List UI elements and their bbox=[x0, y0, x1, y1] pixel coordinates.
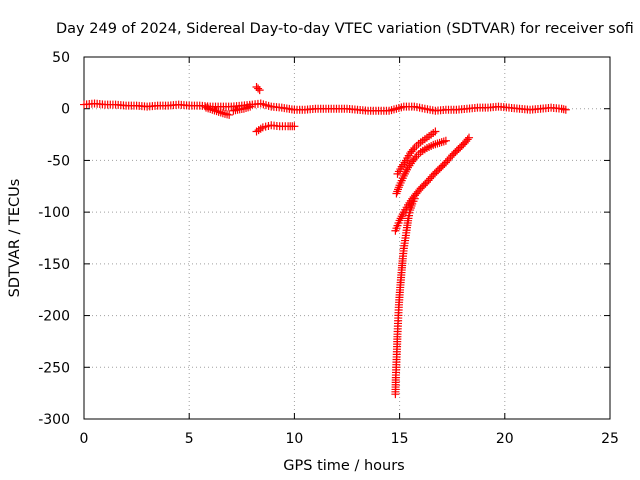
data-point bbox=[465, 133, 474, 142]
series-2 bbox=[229, 102, 255, 115]
data-point bbox=[435, 138, 444, 147]
x-tick-label: 25 bbox=[601, 431, 619, 447]
data-point bbox=[410, 194, 419, 203]
data-point bbox=[225, 110, 234, 119]
data-point bbox=[290, 122, 299, 131]
x-tick-label: 10 bbox=[285, 431, 303, 447]
series-4 bbox=[252, 121, 299, 136]
x-tick-label: 5 bbox=[185, 431, 194, 447]
data-point bbox=[441, 136, 450, 145]
data-point bbox=[246, 102, 255, 111]
data-point bbox=[431, 127, 440, 136]
x-axis-label: GPS time / hours bbox=[283, 458, 404, 474]
series-5 bbox=[393, 127, 440, 178]
data-point bbox=[254, 84, 263, 93]
series-7 bbox=[391, 133, 474, 235]
y-tick-label: 0 bbox=[61, 102, 70, 118]
data-point bbox=[561, 105, 570, 114]
series-6 bbox=[392, 136, 450, 198]
y-tick-label: -150 bbox=[38, 257, 70, 273]
series-3 bbox=[252, 82, 264, 95]
series-1 bbox=[202, 103, 234, 119]
data-point bbox=[463, 135, 472, 144]
x-tick-label: 0 bbox=[80, 431, 89, 447]
data-point bbox=[437, 138, 446, 147]
data-point bbox=[202, 103, 211, 112]
series-8 bbox=[391, 194, 419, 399]
chart-title: Day 249 of 2024, Sidereal Day-to-day VTE… bbox=[56, 21, 634, 37]
x-tick-label: 20 bbox=[496, 431, 514, 447]
y-tick-label: -200 bbox=[38, 309, 70, 325]
series-0 bbox=[80, 99, 570, 115]
y-tick-label: -300 bbox=[38, 412, 70, 428]
data-point bbox=[408, 145, 417, 154]
data-point bbox=[414, 150, 423, 159]
axes: 0 5 10 15 20 25 -300 -250 -200 -150 -100 -50 0 50 bbox=[38, 50, 619, 447]
data-point bbox=[439, 137, 448, 146]
plot-frame bbox=[83, 56, 611, 420]
data-points bbox=[80, 82, 570, 399]
data-point bbox=[212, 107, 221, 116]
y-axis-label: SDTVAR / TECUs bbox=[7, 179, 23, 298]
data-point bbox=[255, 86, 264, 95]
y-tick-label: -50 bbox=[47, 153, 70, 169]
x-tick-label: 15 bbox=[391, 431, 409, 447]
y-tick-label: -250 bbox=[38, 360, 70, 376]
y-tick-label: -100 bbox=[38, 205, 70, 221]
grid bbox=[84, 57, 610, 419]
data-point bbox=[412, 141, 421, 150]
y-tick-label: 50 bbox=[52, 50, 70, 66]
data-point bbox=[411, 154, 420, 163]
data-point bbox=[210, 106, 219, 115]
